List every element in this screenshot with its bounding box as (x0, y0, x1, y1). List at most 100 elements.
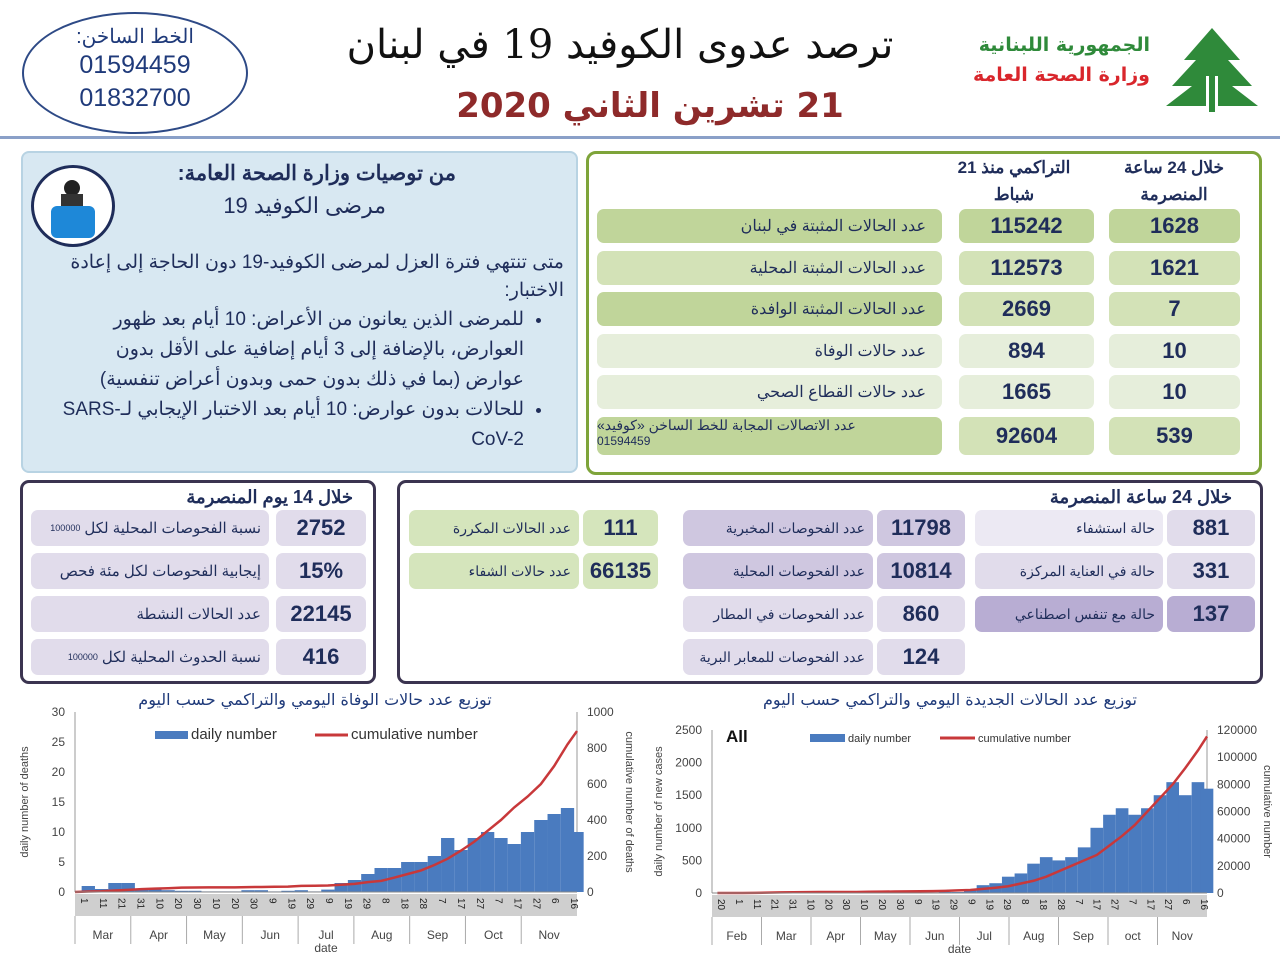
y-tick-label: 1500 (675, 788, 702, 802)
x-axis-label: date (948, 942, 972, 956)
last-24-hours-panel: خلال 24 ساعة المنصرمة حالة استشفاء 881 حال… (397, 480, 1263, 684)
list-item: للمرضى الذين يعانون من الأعراض: 10 أيام … (54, 305, 524, 395)
stat-label: عدد الاتصالات المجابة للخط الساخن «كوفيد… (597, 416, 942, 455)
day-tick-label: 19 (285, 898, 296, 910)
day-tick-label: 31 (135, 898, 146, 910)
day-tick-label: 8 (1019, 899, 1030, 905)
daily-bar (1153, 795, 1167, 893)
legend-label: daily number (848, 733, 911, 745)
cases-chart-title: توزيع عدد الحالات الجديدة اليومي والتراك… (763, 690, 1137, 709)
daily-bar (401, 862, 415, 892)
stat-value: 2752 (276, 510, 366, 546)
stat-value: 22145 (276, 596, 366, 632)
month-label: oct (1125, 929, 1142, 943)
day-tick-label: 7 (493, 898, 504, 904)
month-label: Jun (261, 928, 280, 942)
stat-value: 860 (877, 596, 965, 632)
stat-label: نسبة الفحوصات المحلية لكل 100000 (31, 510, 269, 546)
daily-bar (281, 890, 295, 892)
ministry-name: الجمهورية اللبنانية وزارة الصحة العامة (930, 30, 1150, 90)
list-item: للحالات بدون عوارض: 10 أيام بعد الاختبار… (54, 395, 524, 455)
y-tick-label: 5 (58, 855, 65, 869)
day-tick-label: 17 (1144, 899, 1155, 911)
daily-bar (134, 889, 149, 892)
stat-value: 15% (276, 553, 366, 589)
y2-tick-label: 200 (587, 849, 607, 863)
panel-heading: خلال 24 ساعة المنصرمة (1049, 487, 1232, 507)
daily-bar (1141, 808, 1154, 893)
daily-bar (161, 890, 175, 892)
stat-label-suffix: 100000 (50, 523, 81, 533)
stat-24h-value: 1621 (1109, 250, 1240, 285)
hotline-number[interactable]: 01832700 (79, 84, 191, 112)
stat-cumulative-value: 894 (959, 333, 1094, 368)
daily-bar (1052, 860, 1066, 893)
day-tick-label: 20 (172, 898, 183, 910)
stat-value: 111 (583, 510, 658, 546)
stat-label: عدد الحالات النشطة (31, 596, 269, 632)
stat-label-text: نسبة الفحوصات المحلية لكل (84, 520, 261, 537)
stat-cumulative-value: 1665 (959, 375, 1094, 409)
daily-bar (454, 850, 468, 892)
day-tick-label: 30 (840, 899, 851, 911)
month-label: Oct (484, 928, 503, 942)
month-label: May (203, 928, 226, 942)
stat-value: 11798 (877, 510, 965, 546)
day-tick-label: 20 (715, 899, 726, 911)
day-tick-label: 20 (229, 898, 240, 910)
daily-bar (1115, 808, 1129, 893)
day-tick-label: 28 (1055, 899, 1066, 911)
stat-label: عدد الحالات المثبتة الوافدة (597, 292, 942, 326)
day-tick-label: 10 (210, 898, 221, 910)
patient-isolation-icon (31, 165, 115, 247)
day-tick-label: 19 (930, 899, 941, 911)
daily-bar (188, 890, 202, 892)
stat-label: عدد الفحوصات المخبرية (683, 510, 873, 546)
daily-bar (1001, 876, 1015, 893)
daily-bar (1039, 857, 1053, 893)
stat-label: إيجابية الفحوصات لكل مئة فحص (31, 553, 269, 589)
day-tick-label: 18 (1037, 899, 1048, 911)
stat-label-text: عدد الحالات المثبتة الوافدة (750, 301, 926, 318)
report-date: 21 تشرين الثاني 2020 (456, 86, 844, 126)
y-tick-label: 15 (52, 795, 66, 809)
stat-cumulative-value: 115242 (959, 209, 1094, 243)
y2-tick-label: 800 (587, 741, 607, 755)
y2-tick-label: 400 (587, 813, 607, 827)
hotline-number[interactable]: 01594459 (79, 51, 191, 79)
stat-label-text: عدد الحالات النشطة (136, 606, 262, 623)
day-tick-label: 27 (474, 898, 485, 910)
y-tick-label: 10 (52, 825, 66, 839)
day-tick-label: 1 (78, 898, 89, 904)
day-tick-label: 17 (511, 898, 522, 910)
recommendations-intro: متى تنتهي فترة العزل لمرضى الكوفيد-19 دو… (70, 252, 564, 301)
day-tick-label: 17 (455, 898, 466, 910)
month-label: May (874, 929, 897, 943)
header-divider (0, 136, 1280, 139)
day-tick-label: 30 (248, 898, 259, 910)
daily-bar (294, 890, 308, 892)
day-tick-label: 9 (266, 898, 277, 904)
daily-bar (334, 883, 348, 892)
daily-bar (1166, 782, 1179, 893)
y-tick-label: 1000 (675, 821, 702, 835)
page-title: ترصد عدوى الكوفيد 19 في لبنان (346, 22, 894, 68)
stat-label: حالة استشفاء (975, 510, 1163, 546)
day-tick-label: 7 (436, 898, 447, 904)
chart-annotation: All (726, 727, 748, 746)
day-tick-label: 6 (1180, 899, 1191, 905)
legend-label: cumulative number (351, 726, 478, 743)
daily-bar (467, 838, 481, 892)
daily-bar (1027, 863, 1040, 893)
month-label: Mar (776, 929, 797, 943)
y2-tick-label: 1000 (587, 705, 614, 719)
ministry-label: وزارة الصحة العامة (972, 64, 1150, 86)
stat-value: 881 (1167, 510, 1255, 546)
republic-label: الجمهورية اللبنانية (978, 34, 1150, 56)
stat-24h-value: 7 (1109, 292, 1240, 326)
daily-bar (964, 889, 977, 893)
day-tick-label: 17 (1091, 899, 1102, 911)
day-tick-label: 31 (787, 899, 798, 911)
date-tick-band (712, 895, 1207, 917)
month-label: Jul (977, 929, 992, 943)
